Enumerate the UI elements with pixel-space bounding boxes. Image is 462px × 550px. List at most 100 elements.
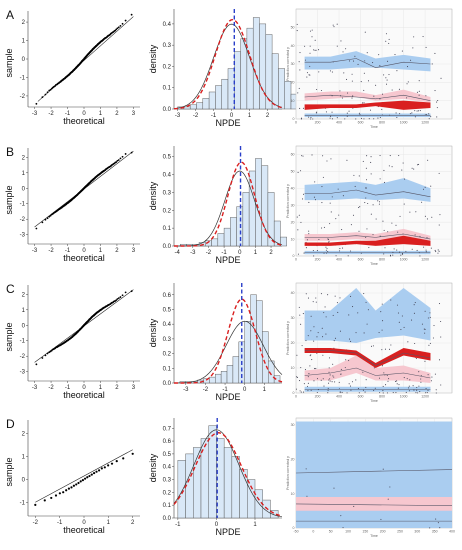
qq-x-tick-label: -1 (65, 385, 71, 391)
vpc-observation-point (367, 309, 369, 311)
vpc-observation-point (359, 114, 361, 116)
vpc-observation-point (388, 42, 390, 44)
qq-y-tick-label: 1 (22, 171, 26, 177)
vpc-y-tick-label: 20 (291, 341, 295, 345)
vpc-observation-point (375, 218, 377, 220)
vpc-observation-point (300, 323, 302, 325)
vpc-observation-point (340, 515, 342, 517)
vpc-observation-point (320, 379, 322, 381)
vpc-observation-point (366, 155, 368, 157)
qq-point (41, 357, 44, 359)
qq-x-tick-label: 0 (82, 385, 86, 391)
vpc-x-tick-label: 300 (414, 530, 420, 534)
hist-y-tick-label: 0.2 (163, 490, 172, 496)
vpc-observation-point (336, 23, 338, 25)
vpc-observation-point (421, 201, 423, 203)
vpc-observation-point (425, 392, 427, 394)
vpc-observation-point (394, 54, 396, 56)
vpc-observation-point (302, 313, 304, 315)
vpc-observation-point (423, 328, 425, 330)
vpc-observation-point (373, 95, 375, 97)
vpc-observation-point (334, 381, 336, 383)
vpc-observation-point (388, 38, 390, 40)
qq-y-tick-label: 0 (22, 57, 26, 63)
vpc-observation-point (306, 72, 308, 74)
vpc-observation-point (309, 45, 311, 47)
vpc-observation-point (359, 206, 361, 208)
vpc-observation-point (316, 352, 318, 354)
hist-y-tick-label: 0.6 (163, 439, 172, 445)
vpc-observation-point (346, 115, 348, 117)
vpc-observation-point (424, 186, 426, 188)
vpc-observation-point (396, 383, 398, 385)
vpc-observation-point (315, 301, 317, 303)
vpc-x-tick-label: 400 (336, 395, 342, 399)
hist-y-tick-label: 0.3 (163, 478, 172, 484)
vpc-observation-point (365, 197, 367, 199)
vpc-observation-point (382, 392, 384, 394)
vpc-observation-point (364, 391, 366, 393)
hist-y-tick-label: 0.3 (163, 190, 172, 196)
vpc-observation-point (381, 303, 383, 305)
vpc-observation-point (398, 384, 400, 386)
vpc-upper-band (304, 178, 431, 202)
vpc-observation-point (300, 367, 302, 369)
vpc-observation-point (352, 95, 354, 97)
vpc-observation-point (419, 391, 421, 393)
vpc-observation-point (380, 518, 382, 520)
vpc-red-misfit (304, 348, 431, 368)
hist-bar (273, 375, 281, 384)
vpc-observation-point (344, 367, 346, 369)
vpc-observation-point (384, 247, 386, 249)
qq-point (88, 474, 91, 478)
vpc-observation-point (325, 111, 327, 113)
qq-point (41, 221, 44, 224)
vpc-observation-point (387, 380, 389, 382)
vpc-observation-point (383, 181, 386, 184)
vpc-observation-point (390, 255, 392, 257)
hist-x-tick-label: 0 (215, 522, 219, 528)
vpc-observation-point (374, 387, 376, 389)
vpc-observation-point (385, 40, 387, 42)
vpc-observation-point (362, 389, 364, 391)
hist-x-label: NPDE (215, 392, 240, 402)
vpc-observation-point (409, 379, 411, 381)
vpc-observation-point (424, 332, 426, 334)
qq-point (46, 91, 49, 94)
hist-y-tick-label: 0.0 (163, 244, 172, 250)
qq-x-tick-label: -2 (48, 385, 54, 391)
vpc-observation-point (355, 332, 357, 334)
vpc-y-tick-label: 10 (291, 492, 295, 496)
vpc-y-tick-label: 20 (291, 220, 295, 224)
vpc-y-tick-label: 20 (291, 81, 295, 85)
vpc-observation-point (365, 379, 367, 381)
vpc-observation-point (372, 62, 374, 64)
vpc-observation-point (394, 380, 397, 382)
vpc-observation-point (417, 164, 419, 166)
vpc-observation-point (351, 381, 354, 383)
vpc-median-band (304, 89, 431, 103)
vpc-observation-point (312, 118, 314, 120)
vpc-observation-point (378, 331, 380, 334)
vpc-observation-point (313, 380, 315, 382)
hist-y-tick-label: 0.5 (163, 155, 172, 161)
vpc-observation-point (313, 49, 315, 51)
vpc-observation-point (431, 63, 433, 65)
hist-bar (209, 376, 216, 384)
vpc-observation-point (369, 109, 372, 111)
vpc-observation-point (365, 386, 367, 388)
vpc-observation-point (328, 240, 330, 242)
vpc-observation-point (433, 324, 435, 327)
vpc-observation-point (348, 360, 350, 362)
vpc-observation-point (388, 378, 390, 380)
hist-y-label: density (148, 44, 158, 73)
vpc-observation-point (316, 250, 318, 252)
vpc-observation-point (352, 60, 355, 62)
vpc-observation-point (316, 336, 318, 338)
vpc-observation-point (336, 117, 338, 119)
vpc-observation-point (365, 187, 367, 190)
hist-bar (227, 68, 235, 110)
vpc-observation-point (297, 92, 299, 94)
vpc-observation-point (386, 392, 388, 394)
